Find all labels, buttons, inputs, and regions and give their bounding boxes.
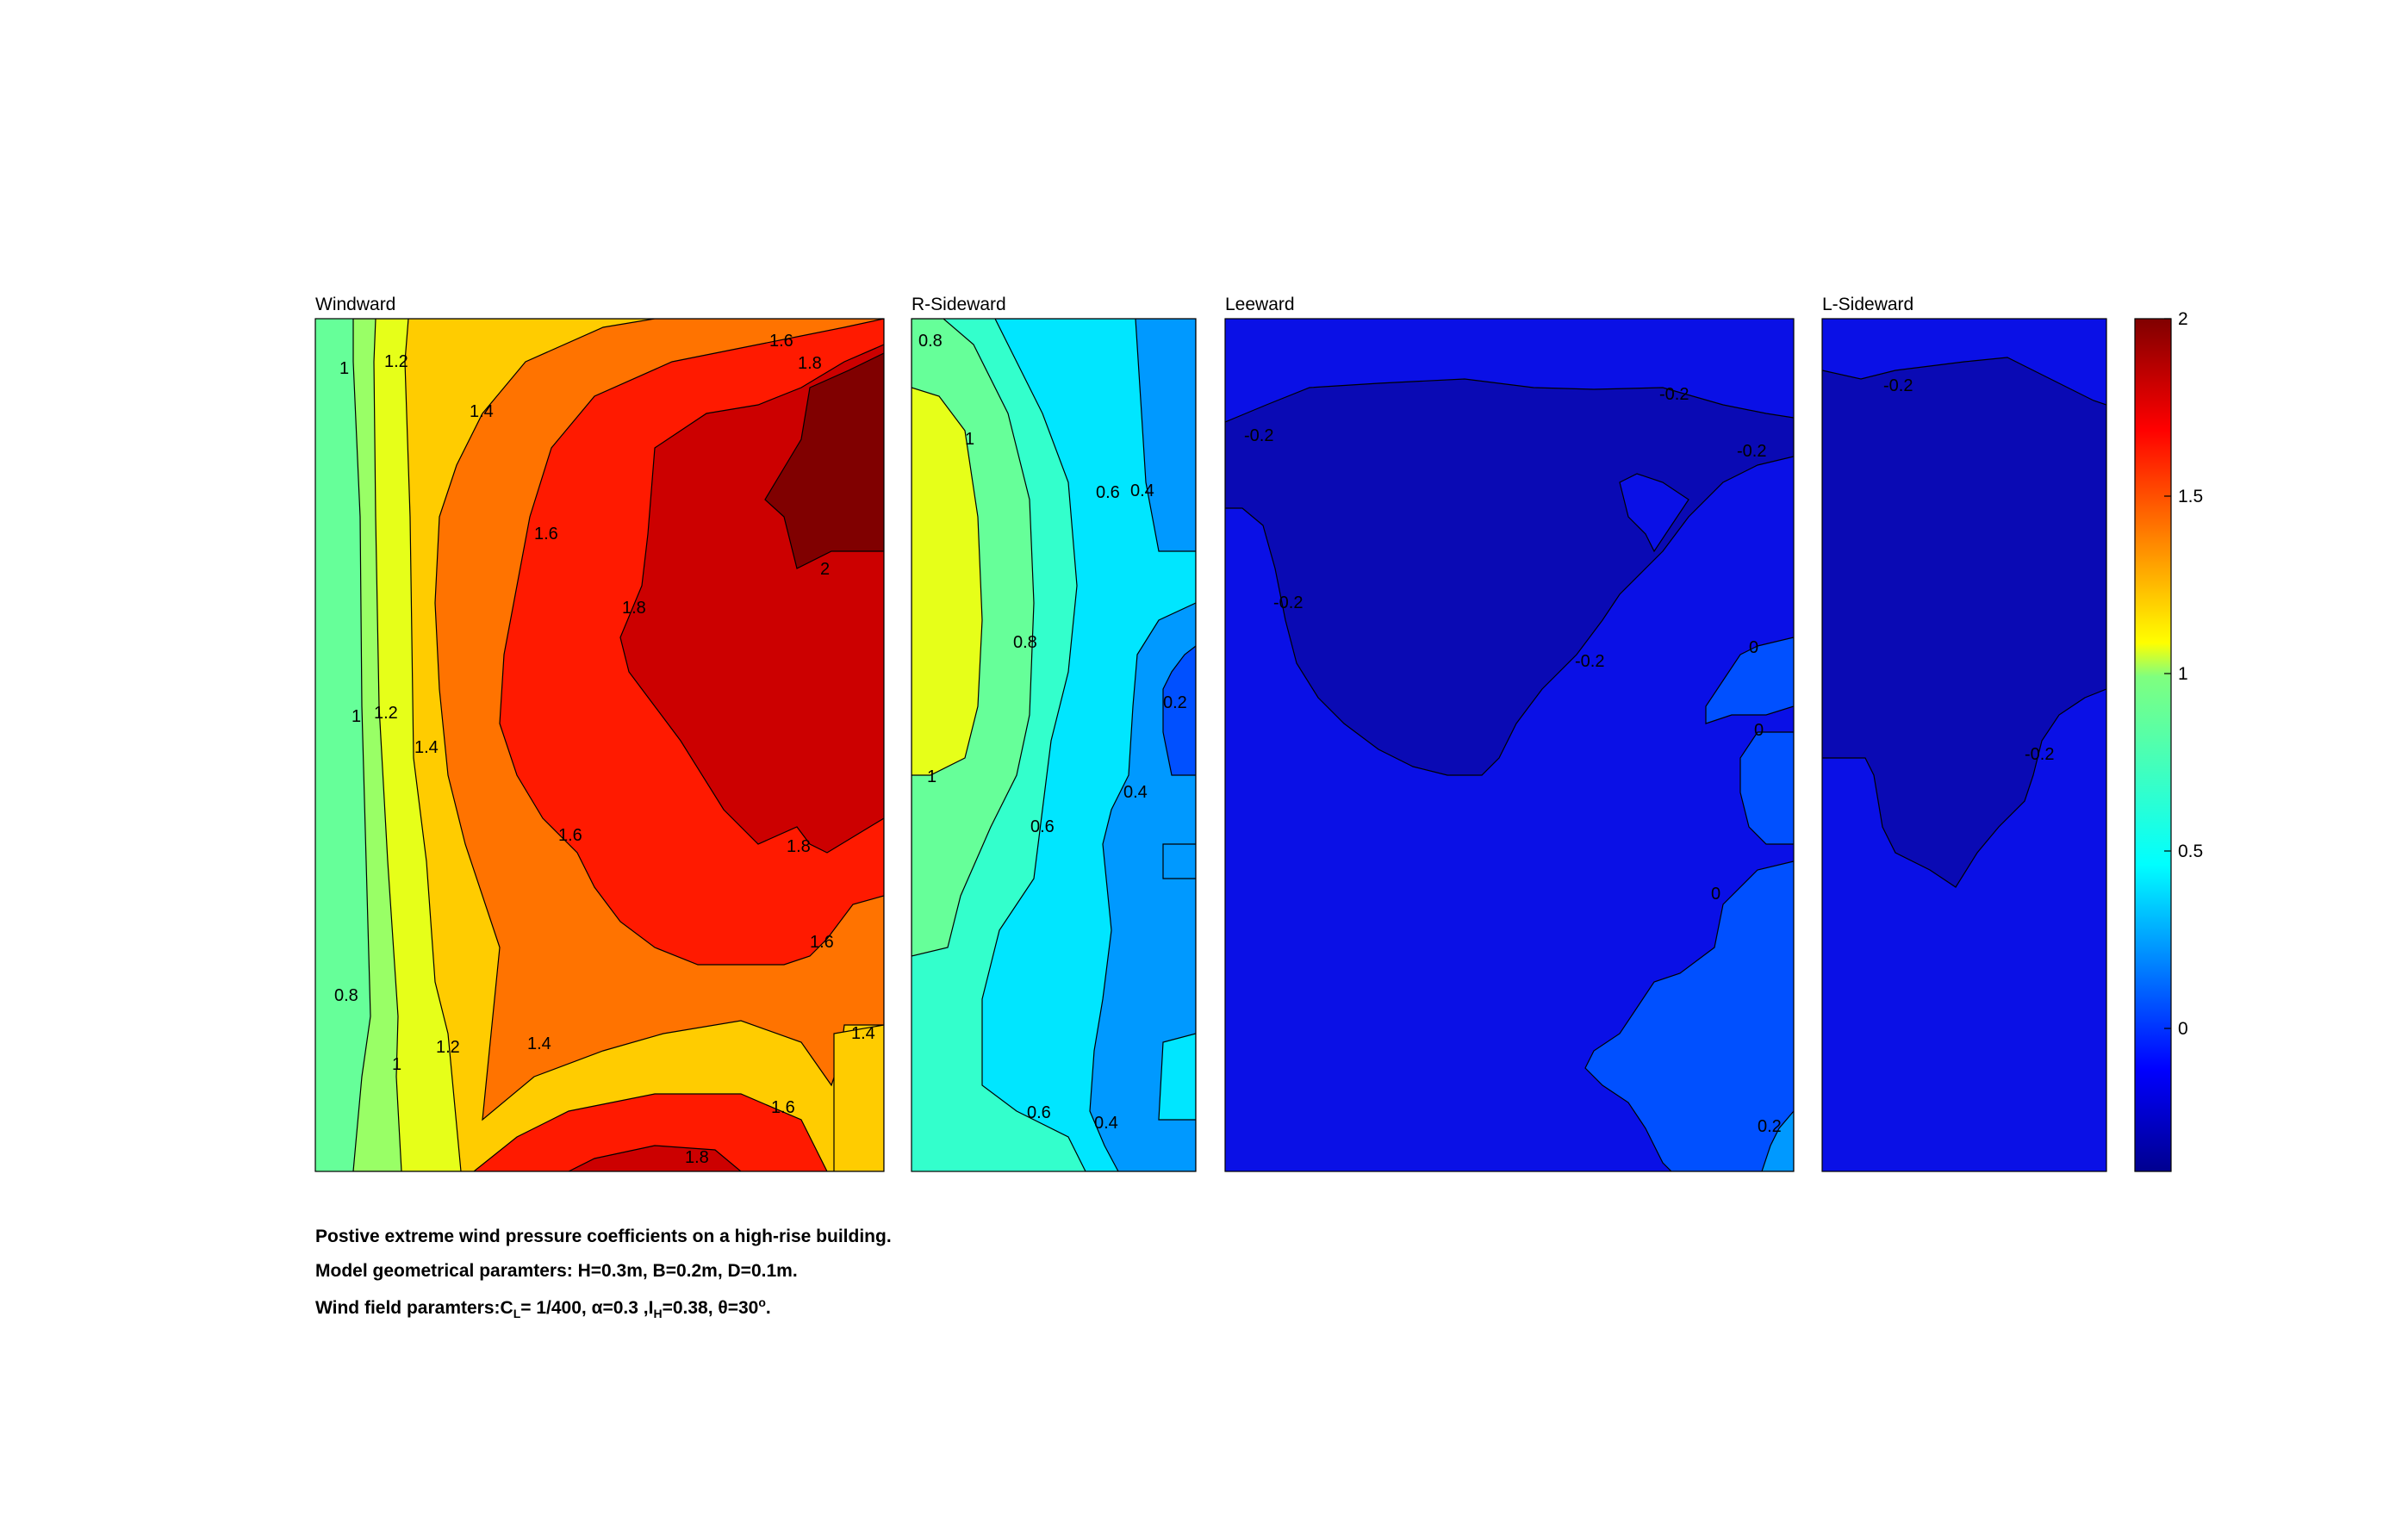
colorbar-label-0-5: 0.5	[2178, 842, 2203, 861]
label-r-6: 0.2	[1163, 693, 1187, 712]
label-w-15: 0.8	[334, 986, 358, 1005]
label-r-4: 0.4	[1130, 481, 1154, 500]
label-le-4: -0.2	[1273, 593, 1303, 612]
leeward-bottom-0	[1584, 860, 1794, 1171]
l-sideward-frame	[1821, 318, 2107, 1172]
caption-line-3: Wind field paramters:CL= 1/400, α=0.3 ,I…	[315, 1295, 771, 1320]
label-w-9: 1	[352, 707, 361, 726]
label-w-18: 1.4	[527, 1034, 551, 1053]
label-ls-2: -0.2	[2025, 745, 2054, 764]
label-w-1: 1	[339, 359, 349, 378]
label-le-8: 0	[1711, 885, 1720, 904]
label-r-11: 0.4	[1094, 1114, 1118, 1133]
leeward-contours	[1225, 319, 1794, 1171]
windward-bottom-bulge-1-6	[473, 1093, 828, 1171]
windward-contour-labels: 1 1.2 1.4 1.6 1.8 2 1.6 1.8 1 1.2 1.4 1.…	[334, 332, 875, 1167]
caption-line-3-mid2: =0.38, θ=30	[662, 1298, 759, 1318]
leeward-contour-labels: -0.2 -0.2 -0.2 -0.2 -0.2 0 0 0 0.2	[1244, 385, 1782, 1136]
label-le-9: 0.2	[1758, 1117, 1782, 1136]
l-sideward-level-neg-0-2	[1822, 357, 2106, 888]
label-le-7: 0	[1754, 721, 1764, 740]
label-w-6: 2	[820, 560, 830, 579]
caption-line-2: Model geometrical paramters: H=0.3m, B=0…	[315, 1261, 798, 1281]
panel-r-sideward: R-Sideward 0.8 1 0.6 0.4 0.8 0.2 1 0.6 0…	[911, 295, 1197, 1172]
r-sideward-contour-labels: 0.8 1 0.6 0.4 0.8 0.2 1 0.6 0.4 0.6 0.4	[918, 332, 1187, 1133]
label-w-20: 1.4	[851, 1024, 875, 1043]
caption-line-3-end: .	[765, 1298, 771, 1318]
r-sideward-contours	[912, 319, 1196, 1171]
caption-line-3-mid1: = 1/400, α=0.3 ,I	[520, 1298, 654, 1318]
windward-level-dark-peak	[764, 352, 884, 569]
label-w-13: 1.8	[787, 837, 811, 856]
label-w-17: 1.2	[436, 1038, 460, 1057]
label-w-11: 1.4	[414, 738, 439, 757]
caption-sub-l: L	[513, 1307, 521, 1321]
colorbar-tick-labels: 2 1.5 1 0.5 0	[2178, 309, 2203, 1039]
caption-sub-h: H	[653, 1307, 663, 1321]
label-le-5: -0.2	[1575, 652, 1604, 671]
caption-line-3-prefix: Wind field paramters:C	[315, 1298, 513, 1318]
label-r-1: 0.8	[918, 332, 943, 351]
leeward-bottom-0-2	[1761, 1110, 1794, 1171]
label-w-12: 1.6	[558, 826, 582, 845]
panel-title-r-sideward: R-Sideward	[912, 295, 1006, 314]
label-r-9: 0.4	[1123, 783, 1148, 802]
r-sideward-frame	[911, 318, 1197, 1172]
leeward-frame	[1224, 318, 1795, 1172]
label-le-2: -0.2	[1659, 385, 1689, 404]
label-w-7: 1.6	[769, 332, 793, 351]
label-r-7: 1	[927, 767, 936, 786]
panel-l-sideward: L-Sideward -0.2 -0.2	[1821, 295, 2107, 1172]
leeward-level-neg-0-2	[1225, 378, 1794, 776]
label-w-14: 1.6	[810, 933, 834, 952]
label-w-10: 1.2	[374, 704, 398, 723]
windward-bottom-right-1-4	[833, 1024, 884, 1171]
label-w-21: 1.8	[685, 1148, 709, 1167]
leeward-hole	[1619, 473, 1689, 553]
label-le-3: -0.2	[1737, 442, 1766, 461]
panel-title-l-sideward: L-Sideward	[1822, 295, 1913, 314]
label-w-4: 1.6	[534, 525, 558, 543]
colorbar-label-1: 1	[2178, 664, 2188, 684]
label-r-3: 0.6	[1096, 483, 1120, 502]
label-r-8: 0.6	[1030, 817, 1055, 836]
label-r-5: 0.8	[1013, 633, 1037, 652]
label-w-2: 1.2	[384, 352, 408, 371]
r-sideward-notch	[1162, 843, 1196, 879]
colorbar-label-2: 2	[2178, 309, 2188, 329]
r-sideward-level-0-0	[1162, 645, 1196, 776]
colorbar-label-1-5: 1.5	[2178, 487, 2203, 506]
label-le-1: -0.2	[1244, 426, 1273, 445]
r-sideward-level-0-4	[1135, 319, 1196, 552]
leeward-right-0-2	[1739, 731, 1794, 845]
windward-frame	[314, 318, 885, 1172]
caption-line-1: Postive extreme wind pressure coefficien…	[315, 1227, 892, 1246]
windward-bottom-bulge-1-8	[568, 1145, 742, 1171]
l-sideward-contours	[1822, 319, 2106, 1171]
panel-title-leeward: Leeward	[1225, 295, 1295, 314]
label-r-10: 0.6	[1027, 1103, 1051, 1122]
panel-title-windward: Windward	[315, 295, 395, 314]
label-w-16: 1	[392, 1055, 401, 1074]
label-r-2: 1	[965, 430, 974, 449]
windward-contours	[315, 319, 884, 1171]
label-ls-1: -0.2	[1883, 376, 1913, 395]
colorbar-ticks	[2164, 318, 2171, 1029]
caption-sup-degree: o	[758, 1295, 766, 1309]
label-w-5: 1.8	[622, 599, 646, 618]
label-w-3: 1.4	[470, 402, 494, 421]
colorbar: 2 1.5 1 0.5 0	[2134, 309, 2203, 1172]
label-w-8: 1.8	[798, 354, 822, 373]
label-le-6: 0	[1749, 638, 1758, 657]
panel-windward: Windward 1 1.2 1.4 1.6 1.8 2 1.6 1.8 1 1…	[314, 295, 885, 1172]
colorbar-label-0: 0	[2178, 1019, 2188, 1039]
leeward-right-0-1	[1705, 637, 1794, 724]
panel-leeward: Leeward -0.2 -0.2 -0.2 -0.2 -0.2 0 0 0 0…	[1224, 295, 1795, 1172]
r-sideward-notch-2	[1158, 1033, 1196, 1121]
l-sideward-contour-labels: -0.2 -0.2	[1883, 376, 2054, 764]
label-w-19: 1.6	[771, 1098, 795, 1117]
colorbar-gradient	[2134, 318, 2172, 1172]
r-sideward-level-1	[912, 387, 983, 776]
